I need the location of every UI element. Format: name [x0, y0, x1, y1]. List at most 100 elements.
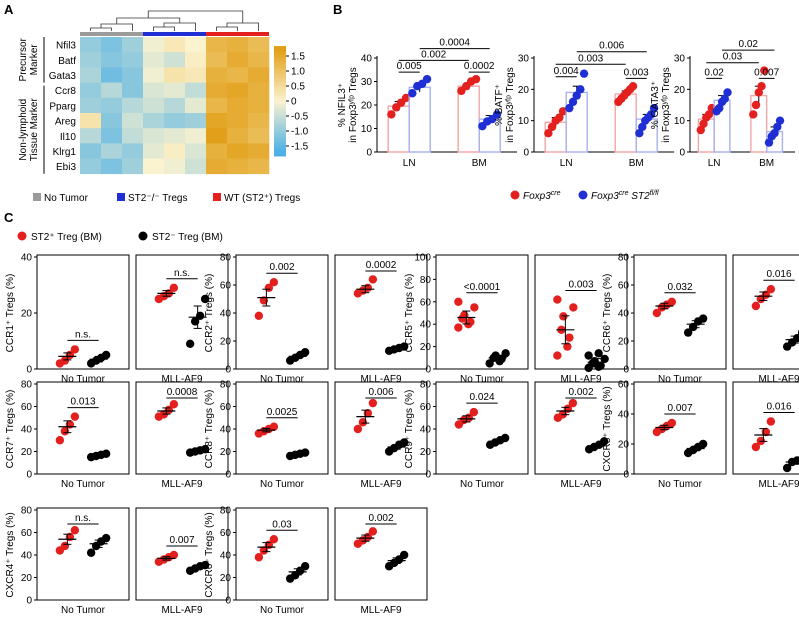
heatmap-cell: [164, 113, 186, 129]
data-point: [628, 82, 638, 91]
y-tick-label: 0: [523, 148, 529, 159]
heatmap-cell: [248, 37, 270, 53]
data-point: [720, 94, 729, 103]
p-value: 0.03: [272, 519, 292, 530]
y-tick-label: 60: [21, 528, 33, 539]
y-tick-label: 40: [220, 425, 232, 436]
y-tick-label: 20: [420, 447, 432, 458]
plot-frame: [732, 254, 799, 370]
y-label-line: % GATA3⁺: [650, 81, 661, 129]
p-value: n.s.: [75, 513, 91, 524]
heatmap-cell: [206, 97, 228, 114]
data-point: [594, 349, 603, 358]
heatmap-cell: [227, 52, 249, 68]
data-point: [368, 398, 378, 408]
data-point: [471, 74, 481, 84]
data-point: [70, 345, 80, 354]
colorbar-segment: [274, 76, 286, 80]
heatmap-cell: [164, 128, 186, 144]
data-point: [576, 85, 585, 94]
gene-label: Il10: [60, 132, 77, 143]
heatmap-cell: [206, 37, 228, 53]
y-tick-label: 20: [674, 85, 686, 96]
plot-frame: [135, 254, 229, 370]
heatmap-cell: [185, 97, 207, 114]
y-axis-label: CCR2⁺ Tregs (%): [204, 274, 215, 353]
p-value: 0.004: [554, 66, 579, 77]
y-tick-label: 60: [420, 297, 432, 308]
data-point: [70, 412, 80, 421]
heatmap-cell: [122, 52, 144, 68]
y-axis-label: CCR6⁺ Tregs (%): [602, 274, 613, 353]
colorbar-segment: [274, 59, 286, 63]
b-legend-sup: cre: [619, 190, 629, 197]
data-point: [86, 548, 96, 557]
y-tick-label: 40: [618, 410, 630, 421]
heatmap-cell: [248, 82, 270, 99]
plot-frame: [732, 381, 799, 475]
heatmap-cell: [143, 158, 165, 175]
data-point: [466, 317, 475, 327]
data-point: [200, 294, 210, 304]
data-point: [399, 438, 409, 447]
heatmap-legend-label: No Tumor: [44, 193, 89, 204]
gene-label: Ebi3: [56, 162, 76, 173]
heatmap-cell: [164, 158, 186, 175]
group-color-bar: [143, 32, 206, 36]
colorbar-segment: [274, 128, 286, 132]
gene-label: Klrg1: [53, 147, 77, 158]
dendrogram-branch: [153, 26, 175, 31]
plot-frame: [135, 381, 229, 475]
y-tick-label: 20: [420, 342, 432, 353]
y-tick-label: 0: [366, 148, 372, 159]
colorbar-segment: [274, 134, 286, 138]
y-tick-label: 40: [220, 309, 232, 320]
y-label-line: in Foxp3ʸᶠᵖ Tregs: [661, 67, 672, 142]
heatmap-cell: [80, 37, 102, 53]
x-group-label: MLL-AF9: [560, 479, 602, 490]
y-tick-label: 10: [518, 116, 530, 127]
y-tick-label: 60: [220, 281, 232, 292]
y-tick-label: 20: [618, 440, 630, 451]
heatmap-cell: [185, 52, 207, 68]
heatmap-cell: [185, 82, 207, 99]
b-legend-marker: [510, 190, 520, 200]
y-tick-label: 40: [220, 551, 232, 562]
y-tick-label: 80: [21, 380, 33, 391]
heatmap-cell: [164, 52, 186, 68]
heatmap-cell: [248, 97, 270, 114]
y-axis-label: CXCR3⁺ Tregs (%): [602, 386, 613, 471]
heatmap-cell: [185, 113, 207, 129]
data-point: [269, 535, 279, 544]
y-tick-label: 20: [518, 85, 530, 96]
y-axis-label: % GATA3⁺in Foxp3ʸᶠᵖ Tregs: [650, 67, 672, 142]
gene-label: Ccr8: [55, 86, 77, 97]
heatmap-cell: [122, 158, 144, 175]
data-point: [70, 526, 80, 535]
group-label-line: Tissue Marker: [29, 98, 40, 162]
gene-label: Areg: [55, 117, 76, 128]
heatmap-cell: [164, 82, 186, 99]
data-point: [568, 398, 578, 408]
data-point: [300, 348, 310, 357]
heatmap-panel: Nfil3 Batf Gata3 Ccr8 Pparg Areg Il10 Klrg1 Ebi3…: [18, 10, 309, 204]
data-point: [569, 303, 578, 312]
x-group-label: MLL-AF9: [161, 374, 203, 385]
x-group-label: BM: [759, 158, 774, 169]
colorbar-segment: [274, 103, 286, 107]
group-label-line: Non-lymphoid: [18, 99, 29, 161]
heatmap-legend-label: WT (ST2⁺) Tregs: [224, 193, 300, 204]
heatmap-cell: [227, 37, 249, 53]
y-tick-label: 0: [225, 365, 231, 376]
colorbar-segment: [274, 139, 286, 143]
p-value: 0.032: [667, 282, 692, 293]
data-point: [368, 527, 378, 536]
colorbar-segment: [274, 87, 286, 91]
colorbar-segment: [274, 117, 286, 121]
data-point: [399, 550, 409, 560]
colorbar-segment: [274, 131, 286, 135]
colorbar-segment: [274, 57, 286, 61]
data-point: [715, 103, 724, 113]
heatmap-legend-swatch: [213, 193, 221, 201]
heatmap-cell: [101, 52, 123, 68]
